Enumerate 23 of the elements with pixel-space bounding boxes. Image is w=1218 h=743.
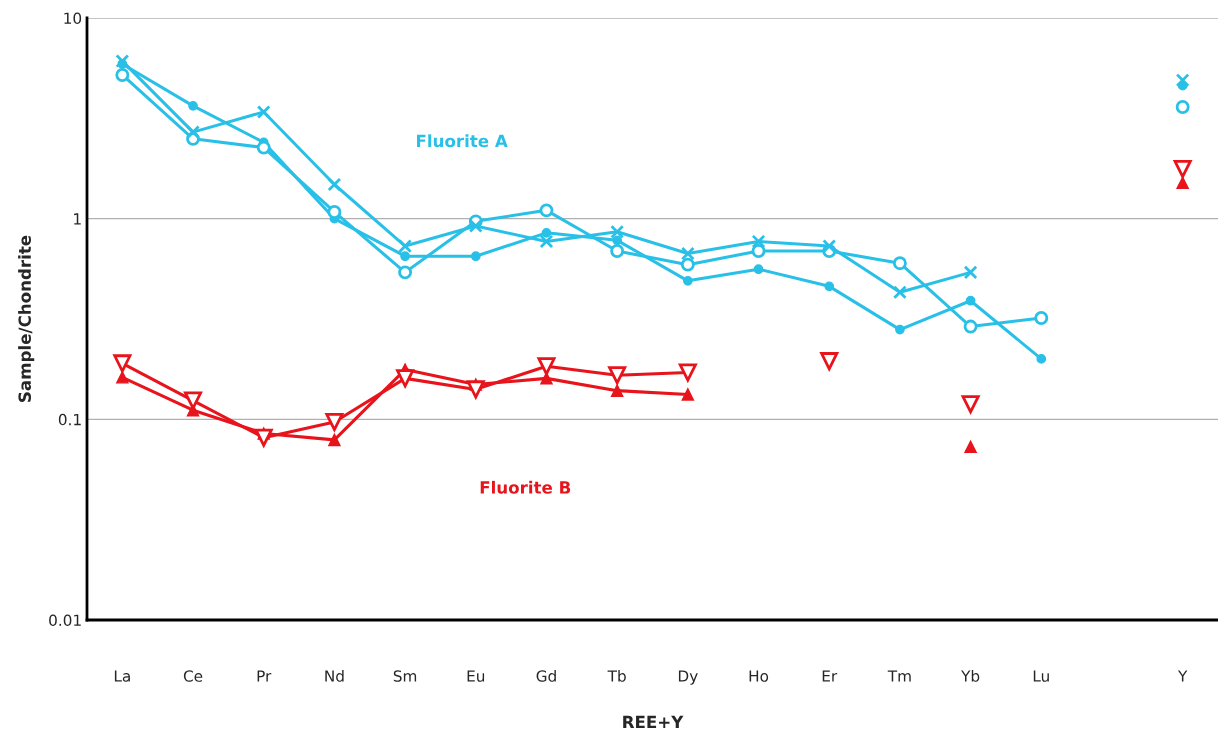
x-tick-label: Yb [961,670,980,682]
annotation: Fluorite B [480,480,571,494]
x-tick-label: Tb [607,670,626,682]
x-tick-label: Sm [393,670,417,682]
x-tick-label: Tm [887,670,911,682]
x-tick-label: Er [822,670,838,682]
y-axis-title: Sample/Chondrite [18,235,35,402]
annotation: Fluorite A [417,134,508,148]
x-tick-label: Lu [1033,670,1049,682]
x-axis-title: REE+Y [623,715,684,729]
x-tick-label: Pr [257,670,272,682]
x-tick-label: Dy [678,670,698,685]
x-tick-label: La [114,670,130,682]
x-tick-label: Y [1177,670,1188,682]
x-tick-label: Ho [749,670,769,682]
x-tick-label: Ce [183,670,203,682]
y-tick-label: 0.01 [49,614,81,627]
x-tick-label: Gd [536,670,556,682]
x-tick-label: Nd [325,670,344,682]
x-tick-label: Eu [467,670,485,682]
y-tick-label: 10 [64,12,82,25]
y-tick-label: 0.1 [58,413,81,426]
y-tick-label: 1 [74,213,81,225]
